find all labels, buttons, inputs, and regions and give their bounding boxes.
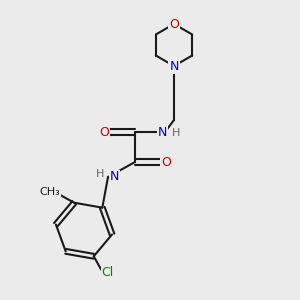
Text: H: H [96, 169, 105, 179]
Text: Cl: Cl [102, 266, 114, 279]
Text: O: O [169, 17, 179, 31]
Text: H: H [172, 128, 181, 139]
Text: CH₃: CH₃ [39, 187, 60, 197]
Text: N: N [110, 170, 119, 184]
Text: N: N [169, 59, 179, 73]
Text: O: O [161, 155, 171, 169]
Text: N: N [158, 125, 167, 139]
Text: O: O [99, 125, 109, 139]
